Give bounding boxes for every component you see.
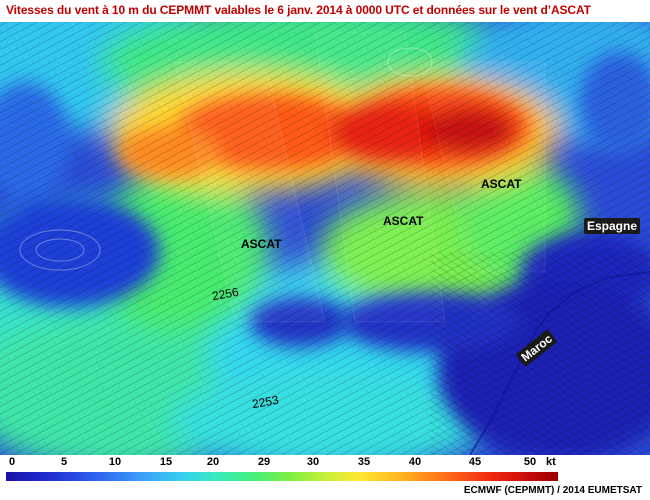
legend-unit: kt xyxy=(546,456,556,468)
credit-text: ECMWF (CEPMMT) / 2014 EUMETSAT xyxy=(463,485,642,496)
legend-tick: 0 xyxy=(8,456,16,468)
coastline xyxy=(469,271,650,455)
color-legend: 0 5 10 15 20 29 30 35 40 45 50 kt ECMWF … xyxy=(0,455,650,500)
legend-tick: 5 xyxy=(60,456,68,468)
wind-speed-map xyxy=(0,22,650,455)
ascat-label-east: ASCAT xyxy=(481,177,522,191)
legend-colorbar xyxy=(6,472,558,481)
legend-tick: 20 xyxy=(206,456,220,468)
legend-tick: 29 xyxy=(257,456,271,468)
ascat-label-center: ASCAT xyxy=(383,214,424,228)
legend-tick: 10 xyxy=(108,456,122,468)
legend-tick: 50 xyxy=(523,456,537,468)
cyclone-swirl xyxy=(19,47,433,271)
ascat-label-west: ASCAT xyxy=(241,237,282,251)
legend-tick: 30 xyxy=(306,456,320,468)
title-bar: Vitesses du vent à 10 m du CEPMMT valabl… xyxy=(0,0,650,22)
country-label-spain: Espagne xyxy=(584,218,641,234)
legend-tick: 40 xyxy=(408,456,422,468)
legend-tick: 15 xyxy=(159,456,173,468)
page-title: Vitesses du vent à 10 m du CEPMMT valabl… xyxy=(6,3,591,17)
legend-tick: 45 xyxy=(468,456,482,468)
legend-tick: 35 xyxy=(357,456,371,468)
